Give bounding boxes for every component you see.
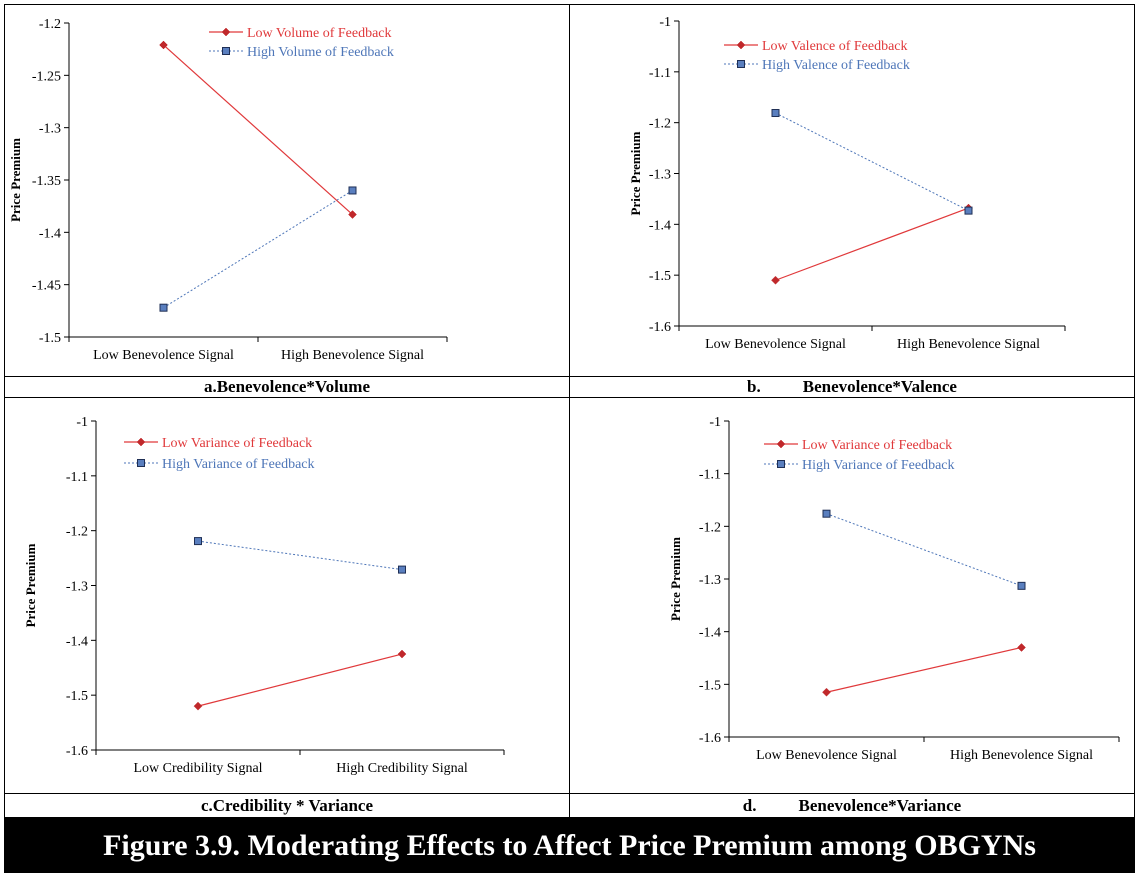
panel-a-legend-marker-low <box>221 27 231 37</box>
panel-a-series-line-high <box>163 190 353 309</box>
panel-d-point-low-1 <box>1017 643 1026 652</box>
panel-d-ytick-label: -1.2 <box>699 520 721 535</box>
panel-d-ytick-label: -1.3 <box>699 573 721 588</box>
panel-c-legend-marker-low <box>136 437 146 447</box>
panel-a-point-low-1 <box>348 210 357 219</box>
panel-c-ytick-label: -1.3 <box>66 580 88 595</box>
caption-panel-c: c.Credibility * Variance <box>4 793 570 818</box>
panel-b-ytick-label: -1.4 <box>649 218 671 233</box>
panel-c-ytick-label: -1.5 <box>66 689 88 704</box>
panel-b-legend-label-low: Low Valence of Feedback <box>762 39 908 54</box>
panel-b-point-high-1 <box>964 206 973 215</box>
caption-panel-d-text: Benevolence*Variance <box>798 796 962 815</box>
caption-panel-a-letter: a. <box>203 377 217 396</box>
panel-b-ytick-label: -1.5 <box>649 269 671 284</box>
panel-d-ytick-label: -1.1 <box>699 468 721 483</box>
panel-d-point-high-0 <box>822 509 831 518</box>
panel-c-point-low-0 <box>193 701 203 711</box>
panel-d-ytick-label: -1.6 <box>699 731 721 746</box>
panel-d-y-axis-label: Price Premium <box>668 537 683 621</box>
panel-c-legend-label-low: Low Variance of Feedback <box>162 436 312 451</box>
panel-d-xtick-label: High Benevolence Signal <box>950 748 1093 763</box>
panel-b-legend-label-high: High Valence of Feedback <box>762 58 910 73</box>
panel-c-legend-label-high: High Variance of Feedback <box>162 457 315 472</box>
panel-d-ytick-label: -1 <box>709 415 721 430</box>
panel-a-ytick-label: -1.35 <box>32 174 61 189</box>
panel-b-xtick-label: Low Benevolence Signal <box>705 337 846 352</box>
panel-c-point-high-1 <box>398 565 406 574</box>
panel-a-ytick-label: -1.3 <box>39 122 61 137</box>
panel-b-ytick-label: -1.2 <box>649 117 671 132</box>
caption-panel-a: a.Benevolence*Volume <box>4 376 570 398</box>
panel-b-xtick-label: High Benevolence Signal <box>897 337 1040 352</box>
panel-a-series-line-low <box>163 44 353 215</box>
panel-b-ytick-label: -1.6 <box>649 320 671 335</box>
panel-a-y-axis-label: Price Premium <box>8 138 23 222</box>
panel-c-xtick-label: High Credibility Signal <box>336 761 468 776</box>
panel-c-series-line-low <box>197 653 403 707</box>
panel-c-series-line-high <box>197 540 403 571</box>
panel-c-ytick-label: -1 <box>76 415 88 430</box>
panel-c-point-low-1 <box>397 649 407 659</box>
panel-d-legend-label-low: Low Variance of Feedback <box>802 438 952 453</box>
panel-b-point-low-0 <box>771 275 780 285</box>
panel-d-point-low-0 <box>822 687 831 697</box>
panel-a-ytick-label: -1.4 <box>39 226 61 241</box>
panel-b-legend-marker-low <box>736 40 746 50</box>
panel-b-y-axis-label: Price Premium <box>628 131 643 215</box>
caption-panel-c-text: Credibility * Variance <box>212 796 374 815</box>
panel-d-series-line-low <box>826 646 1022 693</box>
panel-a-xtick-label: High Benevolence Signal <box>281 348 424 363</box>
panel-b-series-line-low <box>775 207 969 281</box>
caption-panel-d: d. Benevolence*Variance <box>569 793 1135 818</box>
panel-a-ytick-label: -1.5 <box>39 331 61 346</box>
panel-d-legend-marker-low <box>776 439 786 449</box>
panel-a-legend-label-low: Low Volume of Feedback <box>247 26 392 41</box>
panel-a-legend-marker-high <box>222 47 230 55</box>
caption-panel-c-letter: c. <box>200 796 213 815</box>
panel-c-xtick-label: Low Credibility Signal <box>133 761 262 776</box>
chart-panel-d: -1 -1.1 -1.2 -1.3 -1.4 -1.5 -1.6 Low Benevolenc… <box>668 415 1120 763</box>
panel-d-series-line-high <box>826 513 1022 587</box>
chart-panel-c: -1 -1.1 -1.2 -1.3 -1.4 -1.5 -1.6 Low Credibilit… <box>23 415 505 776</box>
panel-a-legend-label-high: High Volume of Feedback <box>247 45 394 60</box>
panel-b-ytick-label: -1.3 <box>649 168 671 183</box>
panel-b-legend-marker-high <box>737 60 745 68</box>
panel-a-ytick-label: -1.2 <box>39 17 61 32</box>
panel-d-xtick-label: Low Benevolence Signal <box>756 748 897 763</box>
panel-c-point-high-0 <box>194 537 202 546</box>
caption-panel-a-text: Benevolence*Volume <box>216 377 371 396</box>
panel-c-ytick-label: -1.1 <box>66 470 88 485</box>
panel-b-point-high-0 <box>771 109 780 118</box>
panel-c-y-axis-label: Price Premium <box>23 543 38 627</box>
panel-c-ytick-label: -1.4 <box>66 634 88 649</box>
panel-a-point-high-0 <box>159 303 168 312</box>
panel-a-ytick-label: -1.45 <box>32 279 61 294</box>
panel-a-ytick-label: -1.25 <box>32 69 61 84</box>
panel-c-ytick-label: -1.2 <box>66 525 88 540</box>
chart-panel-a: -1.2 -1.25 -1.3 -1.35 -1.4 -1.45 -1.5 Low Benev… <box>8 17 448 363</box>
panel-c-ytick-label: -1.6 <box>66 744 88 759</box>
panel-b-ytick-label: -1 <box>659 15 671 30</box>
panel-b-ytick-label: -1.1 <box>649 66 671 81</box>
caption-panel-d-letter: d. <box>742 796 757 815</box>
panel-b-series-line-high <box>775 112 969 212</box>
panel-d-point-high-1 <box>1017 581 1026 590</box>
panel-a-xtick-label: Low Benevolence Signal <box>93 348 234 363</box>
panel-d-ytick-label: -1.4 <box>699 626 721 641</box>
panel-d-ytick-label: -1.5 <box>699 678 721 693</box>
panel-a-point-high-1 <box>348 186 357 195</box>
panel-c-legend-marker-high <box>137 459 145 467</box>
caption-panel-b-letter: b. <box>747 377 761 396</box>
caption-panel-b: b. Benevolence*Valence <box>569 376 1135 398</box>
panel-a-point-low-0 <box>159 40 168 50</box>
caption-panel-b-text: Benevolence*Valence <box>802 377 957 396</box>
panel-d-legend-label-high: High Variance of Feedback <box>802 458 955 473</box>
chart-panel-b: -1 -1.1 -1.2 -1.3 -1.4 -1.5 -1.6 Low Benevolenc… <box>628 15 1066 352</box>
figure-title: Figure 3.9. Moderating Effects to Affect… <box>4 818 1135 873</box>
panel-d-legend-marker-high <box>777 460 785 468</box>
